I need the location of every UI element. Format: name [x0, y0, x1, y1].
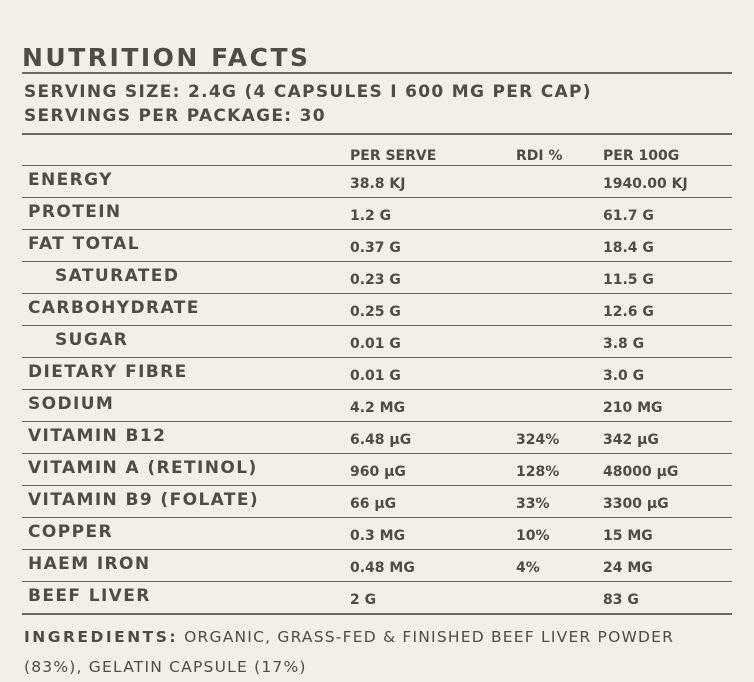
table-row: FAT TOTAL 0.37 G 18.4 G [22, 229, 732, 261]
nutrition-panel: NUTRITION FACTS SERVING SIZE: 2.4G (4 CA… [22, 40, 732, 682]
per-serve-value: 4.2 MG [350, 400, 406, 416]
column-header-rdi: RDI % [516, 148, 563, 164]
column-header-per-100g: PER 100G [603, 148, 680, 164]
per-serve-value: 0.37 G [350, 240, 401, 256]
nutrient-name: ENERGY [28, 170, 113, 190]
nutrient-name: COPPER [28, 522, 113, 542]
rdi-value: 324% [516, 432, 560, 448]
per-100g-value: 61.7 G [603, 208, 654, 224]
title-divider [22, 72, 732, 74]
serving-divider [22, 133, 732, 135]
per-serve-value: 0.25 G [350, 304, 401, 320]
per-100g-value: 3.8 G [603, 336, 645, 352]
per-serve-value: 2 G [350, 592, 377, 608]
per-serve-value: 0.48 MG [350, 560, 415, 576]
per-100g-value: 83 G [603, 592, 639, 608]
per-100g-value: 18.4 G [603, 240, 654, 256]
nutrition-title: NUTRITION FACTS [22, 43, 311, 72]
table-row: ENERGY 38.8 KJ 1940.00 KJ [22, 165, 732, 197]
per-serve-value: 0.3 MG [350, 528, 406, 544]
nutrient-name: VITAMIN B12 [28, 426, 167, 446]
nutrient-name: VITAMIN B9 (FOLATE) [28, 490, 260, 510]
ingredients-section: INGREDIENTS: ORGANIC, GRASS-FED & FINISHE… [22, 613, 732, 682]
per-100g-value: 3300 µG [603, 496, 669, 512]
per-serve-value: 6.48 µG [350, 432, 412, 448]
serving-size: SERVING SIZE: 2.4G (4 CAPSULES I 600 MG … [24, 82, 592, 102]
nutrient-name: CARBOHYDRATE [28, 298, 200, 318]
table-row: SUGAR 0.01 G 3.8 G [22, 325, 732, 357]
nutrient-name: PROTEIN [28, 202, 122, 222]
nutrient-name: SODIUM [28, 394, 115, 414]
nutrient-name: DIETARY FIBRE [28, 362, 188, 382]
per-100g-value: 1940.00 KJ [603, 176, 688, 192]
per-100g-value: 342 µG [603, 432, 659, 448]
rdi-value: 10% [516, 528, 550, 544]
rdi-value: 33% [516, 496, 550, 512]
per-100g-value: 3.0 G [603, 368, 645, 384]
table-row: HAEM IRON 0.48 MG 4% 24 MG [22, 549, 732, 581]
per-serve-value: 0.23 G [350, 272, 401, 288]
table-row: COPPER 0.3 MG 10% 15 MG [22, 517, 732, 549]
nutrient-name: HAEM IRON [28, 554, 151, 574]
nutrient-name: SATURATED [55, 266, 180, 286]
per-serve-value: 1.2 G [350, 208, 392, 224]
nutrient-name: FAT TOTAL [28, 234, 140, 254]
table-row: VITAMIN B9 (FOLATE) 66 µG 33% 3300 µG [22, 485, 732, 517]
per-100g-value: 12.6 G [603, 304, 654, 320]
column-header-per-serve: PER SERVE [350, 148, 437, 164]
ingredients-text: ORGANIC, GRASS-FED & FINISHED BEEF LIVER… [24, 628, 675, 676]
per-serve-value: 0.01 G [350, 368, 401, 384]
table-row: VITAMIN A (RETINOL) 960 µG 128% 48000 µG [22, 453, 732, 485]
per-100g-value: 15 MG [603, 528, 653, 544]
table-row: BEEF LIVER 2 G 83 G [22, 581, 732, 613]
per-serve-value: 66 µG [350, 496, 397, 512]
rdi-value: 4% [516, 560, 540, 576]
per-serve-value: 0.01 G [350, 336, 401, 352]
table-row: CARBOHYDRATE 0.25 G 12.6 G [22, 293, 732, 325]
nutrient-name: VITAMIN A (RETINOL) [28, 458, 258, 478]
per-100g-value: 24 MG [603, 560, 653, 576]
per-serve-value: 960 µG [350, 464, 406, 480]
table-row: DIETARY FIBRE 0.01 G 3.0 G [22, 357, 732, 389]
table-header: PER SERVE RDI % PER 100G [22, 135, 732, 165]
per-100g-value: 48000 µG [603, 464, 679, 480]
ingredients-label: INGREDIENTS: [24, 628, 179, 646]
rdi-value: 128% [516, 464, 560, 480]
table-row: VITAMIN B12 6.48 µG 324% 342 µG [22, 421, 732, 453]
per-100g-value: 210 MG [603, 400, 663, 416]
per-100g-value: 11.5 G [603, 272, 654, 288]
table-row: SODIUM 4.2 MG 210 MG [22, 389, 732, 421]
table-row: SATURATED 0.23 G 11.5 G [22, 261, 732, 293]
nutrient-table: ENERGY 38.8 KJ 1940.00 KJ PROTEIN 1.2 G 61.7 … [22, 165, 732, 613]
per-serve-value: 38.8 KJ [350, 176, 406, 192]
table-row: PROTEIN 1.2 G 61.7 G [22, 197, 732, 229]
nutrient-name: BEEF LIVER [28, 586, 151, 606]
nutrient-name: SUGAR [55, 330, 129, 350]
servings-per-package: SERVINGS PER PACKAGE: 30 [24, 106, 326, 126]
